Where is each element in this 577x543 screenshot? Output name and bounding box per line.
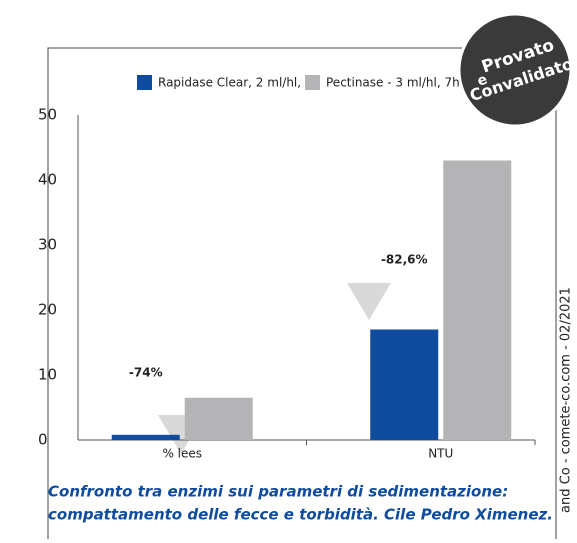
y-tick-label: 40 xyxy=(38,171,57,189)
arrow xyxy=(347,283,391,320)
side-text: and Co - comete-co.com - 02/2021 xyxy=(559,287,574,513)
x-tick-label: NTU xyxy=(428,447,453,461)
legend-label: Pectinase - 3 ml/hl, 7h xyxy=(326,76,460,90)
legend-swatch xyxy=(305,75,320,90)
legend-label: Rapidase Clear, 2 ml/hl, 3h xyxy=(158,76,320,90)
frame xyxy=(47,47,557,540)
stamp: e Provato Convalidato xyxy=(457,12,575,128)
bar xyxy=(111,434,180,440)
legend-swatch xyxy=(137,75,152,90)
y-tick-label: 30 xyxy=(38,236,57,254)
annotation: -74% xyxy=(129,366,163,380)
bar xyxy=(443,160,512,440)
caption: compattamento delle fecce e torbidità. C… xyxy=(48,506,553,524)
annotation: -82,6% xyxy=(381,253,428,267)
y-tick-label: 10 xyxy=(38,366,57,384)
y-tick-label: 0 xyxy=(38,431,48,449)
side-text-group: and Co - comete-co.com - 02/2021 xyxy=(559,287,574,513)
stamp-circle xyxy=(457,12,573,128)
bar xyxy=(184,397,253,440)
y-tick-label: 20 xyxy=(38,301,57,319)
bar xyxy=(370,329,439,440)
x-tick-label: % lees xyxy=(162,447,202,461)
caption: Confronto tra enzimi sui parametri di se… xyxy=(48,483,508,501)
y-tick-label: 50 xyxy=(38,106,57,124)
stamp-text: e xyxy=(475,72,489,90)
